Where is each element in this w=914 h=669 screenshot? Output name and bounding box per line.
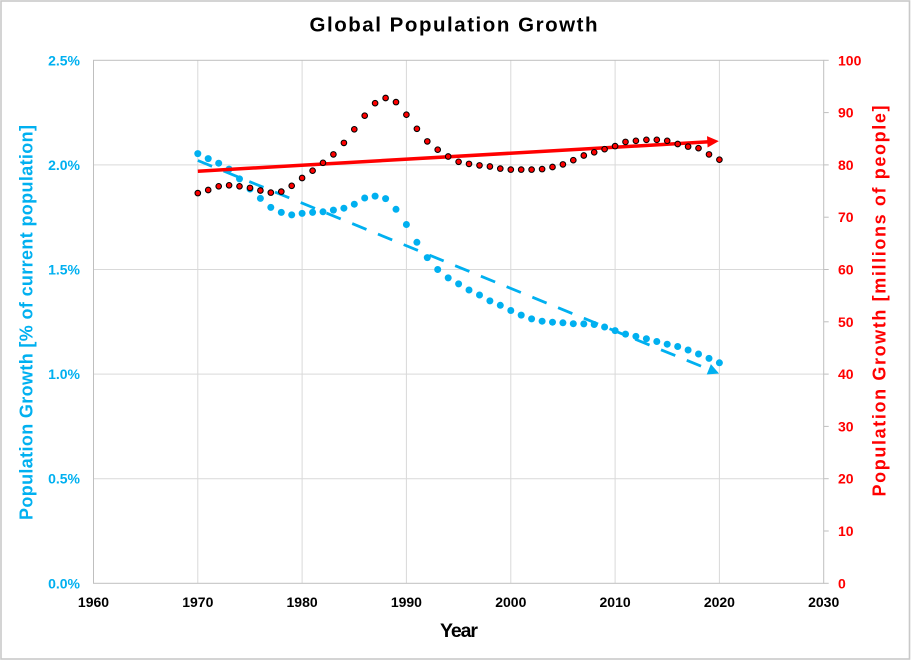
svg-text:2010: 2010: [600, 594, 631, 610]
svg-text:80: 80: [838, 157, 854, 173]
svg-text:20: 20: [838, 471, 854, 487]
svg-text:2030: 2030: [808, 594, 839, 610]
svg-text:1990: 1990: [391, 594, 422, 610]
svg-text:100: 100: [838, 52, 862, 68]
svg-text:2000: 2000: [495, 594, 526, 610]
svg-text:0: 0: [838, 575, 846, 591]
svg-text:Population Growth [millions of: Population Growth [millions of people]: [870, 106, 890, 497]
svg-text:70: 70: [838, 209, 854, 225]
svg-text:Population Growth [% of curren: Population Growth [% of current populati…: [17, 125, 37, 520]
svg-text:2.5%: 2.5%: [48, 52, 80, 68]
svg-text:1960: 1960: [78, 594, 109, 610]
svg-text:Year: Year: [440, 620, 478, 642]
svg-text:40: 40: [838, 366, 854, 382]
svg-text:1980: 1980: [287, 594, 318, 610]
svg-text:60: 60: [838, 262, 854, 278]
svg-text:50: 50: [838, 314, 854, 330]
svg-text:2.0%: 2.0%: [48, 157, 80, 173]
svg-text:30: 30: [838, 418, 854, 434]
svg-text:1970: 1970: [182, 594, 213, 610]
svg-text:10: 10: [838, 523, 854, 539]
svg-text:0.5%: 0.5%: [48, 471, 80, 487]
svg-text:1.5%: 1.5%: [48, 262, 80, 278]
svg-text:90: 90: [838, 105, 854, 121]
svg-text:2020: 2020: [704, 594, 735, 610]
svg-text:1.0%: 1.0%: [48, 366, 80, 382]
svg-text:Global Population Growth: Global Population Growth: [310, 14, 598, 37]
svg-text:0.0%: 0.0%: [48, 575, 80, 591]
